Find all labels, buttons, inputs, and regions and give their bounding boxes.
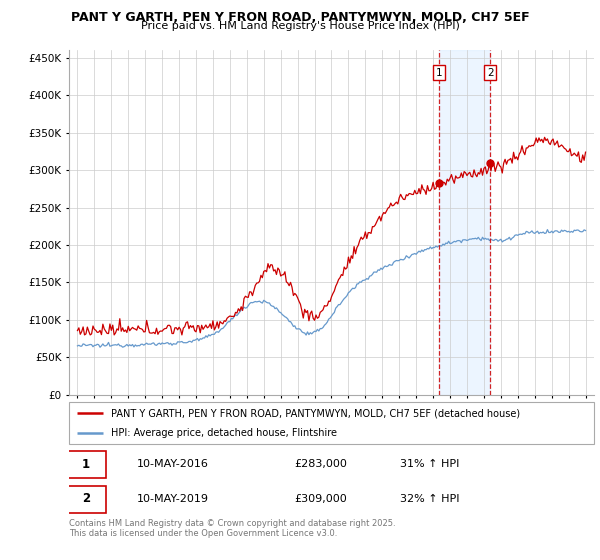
Text: PANT Y GARTH, PEN Y FRON ROAD, PANTYMWYN, MOLD, CH7 5EF: PANT Y GARTH, PEN Y FRON ROAD, PANTYMWYN… — [71, 11, 529, 24]
Text: 2: 2 — [82, 492, 90, 506]
Text: 31% ↑ HPI: 31% ↑ HPI — [400, 459, 459, 469]
Text: 2: 2 — [487, 68, 493, 78]
FancyBboxPatch shape — [67, 486, 106, 513]
FancyBboxPatch shape — [69, 402, 594, 444]
Text: 1: 1 — [436, 68, 443, 78]
Text: 1: 1 — [82, 458, 90, 471]
Text: 10-MAY-2019: 10-MAY-2019 — [137, 494, 209, 504]
Text: Contains HM Land Registry data © Crown copyright and database right 2025.
This d: Contains HM Land Registry data © Crown c… — [69, 519, 395, 538]
Text: 32% ↑ HPI: 32% ↑ HPI — [400, 494, 459, 504]
Text: Price paid vs. HM Land Registry's House Price Index (HPI): Price paid vs. HM Land Registry's House … — [140, 21, 460, 31]
Text: HPI: Average price, detached house, Flintshire: HPI: Average price, detached house, Flin… — [111, 428, 337, 438]
Text: 10-MAY-2016: 10-MAY-2016 — [137, 459, 209, 469]
Bar — [439, 50, 490, 395]
FancyBboxPatch shape — [67, 451, 106, 478]
Text: £309,000: £309,000 — [295, 494, 347, 504]
Text: £283,000: £283,000 — [295, 459, 347, 469]
Text: PANT Y GARTH, PEN Y FRON ROAD, PANTYMWYN, MOLD, CH7 5EF (detached house): PANT Y GARTH, PEN Y FRON ROAD, PANTYMWYN… — [111, 408, 520, 418]
